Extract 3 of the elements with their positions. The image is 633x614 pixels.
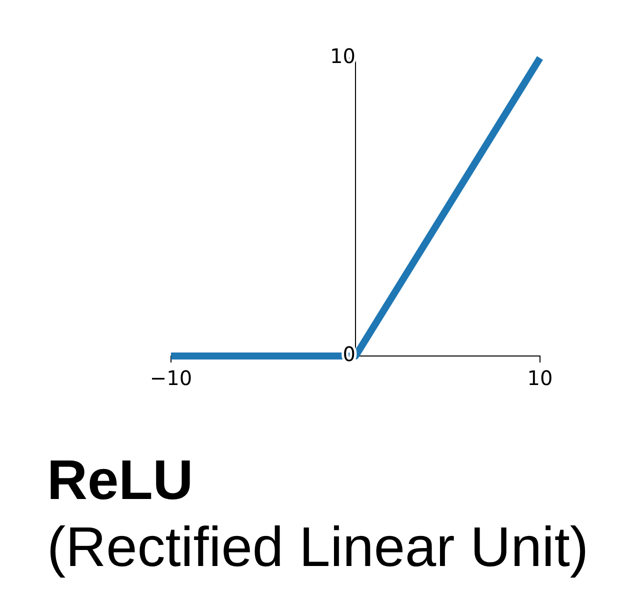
text: (Rectified Linear Unit) xyxy=(47,515,589,578)
text: ReLU xyxy=(47,448,194,511)
x-tick-label: −10 xyxy=(150,366,192,390)
